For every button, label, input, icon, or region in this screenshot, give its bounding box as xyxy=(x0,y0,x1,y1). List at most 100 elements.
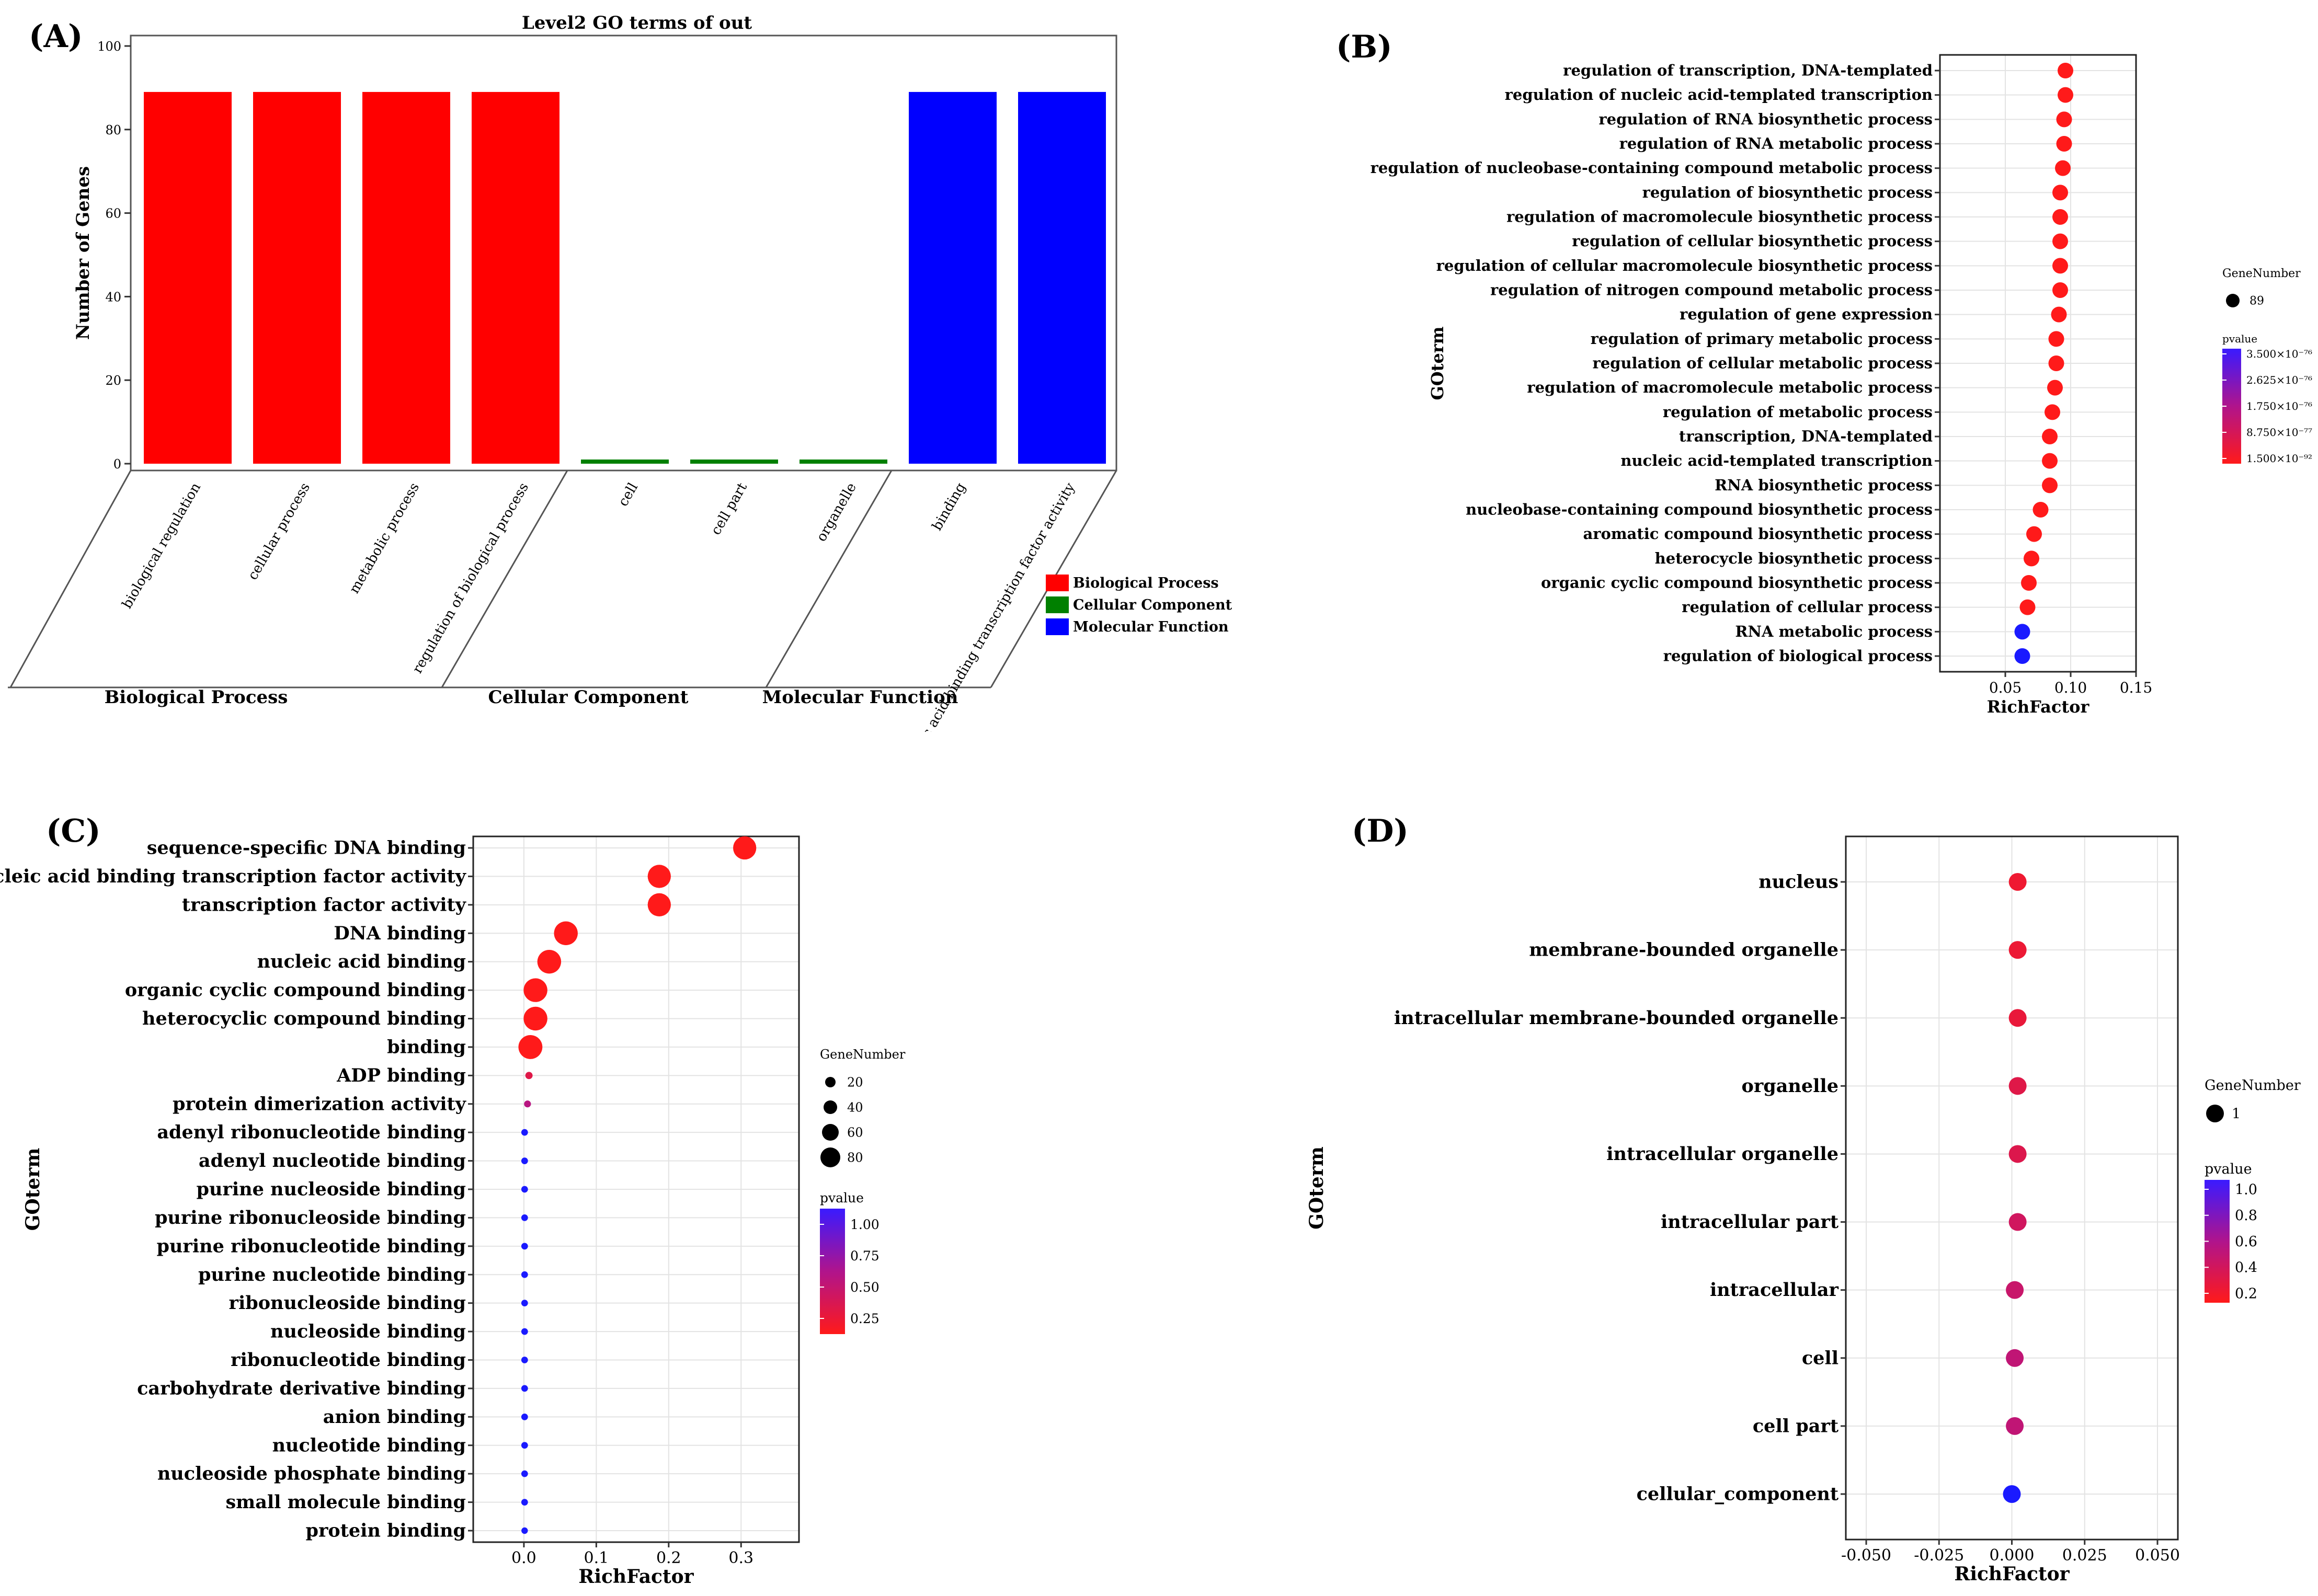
color-legend-label: 1.750×10⁻⁷⁶ xyxy=(2246,400,2312,412)
data-point xyxy=(525,1072,533,1080)
size-legend-dot xyxy=(820,1147,840,1167)
panel-d: (D) nucleus membrane-bounded organelle intr… xyxy=(1255,784,2318,1596)
term-label: adenyl ribonucleotide binding xyxy=(157,1122,466,1143)
data-point xyxy=(2056,111,2072,128)
color-legend-label: 8.750×10⁻⁷⁷ xyxy=(2246,426,2312,439)
bar xyxy=(690,460,778,464)
group-label: Cellular Component xyxy=(488,687,689,708)
term-label: regulation of nitrogen compound metaboli… xyxy=(1490,281,1933,299)
size-legend-dot xyxy=(2206,1105,2224,1122)
term-label: regulation of primary metabolic process xyxy=(1591,330,1933,348)
x-tick-label: 0.10 xyxy=(2054,679,2087,696)
x-tick-label: 0.2 xyxy=(656,1549,681,1567)
data-point xyxy=(733,836,757,860)
data-point xyxy=(2048,331,2064,347)
term-label: protein binding xyxy=(305,1520,466,1542)
term-label: intracellular membrane-bounded organelle xyxy=(1394,1007,1839,1029)
data-point xyxy=(2006,1349,2024,1367)
data-point xyxy=(2014,648,2030,664)
data-point xyxy=(537,949,562,974)
y-tick-label: 40 xyxy=(105,290,121,304)
data-point xyxy=(2058,63,2073,78)
y-axis-title: Number of Genes xyxy=(73,166,94,340)
bar xyxy=(909,91,997,464)
data-point xyxy=(647,865,671,888)
term-label: intracellular xyxy=(1710,1279,1839,1301)
data-point xyxy=(2008,1145,2027,1163)
data-point xyxy=(2047,380,2063,396)
term-label: nucleic acid binding transcription facto… xyxy=(0,866,467,887)
color-legend-label: 0.6 xyxy=(2235,1234,2257,1250)
plot-frame xyxy=(130,35,1117,472)
data-point xyxy=(521,1470,528,1477)
data-point xyxy=(2042,429,2058,444)
color-legend-label: 0.4 xyxy=(2235,1260,2257,1276)
size-legend-dot xyxy=(2226,294,2240,307)
data-point xyxy=(2056,136,2072,152)
data-point xyxy=(2006,1417,2024,1435)
color-legend-label: 0.75 xyxy=(850,1248,880,1264)
color-legend-label: 1.0 xyxy=(2235,1181,2257,1198)
group-divider xyxy=(765,470,893,688)
term-label: ribonucleotide binding xyxy=(231,1349,466,1371)
color-legend-title: pvalue xyxy=(2222,332,2257,345)
legend-swatch xyxy=(1046,575,1069,591)
panel-label: (C) xyxy=(46,813,101,849)
data-point xyxy=(2026,526,2042,542)
size-legend-label: 60 xyxy=(847,1125,863,1140)
data-point xyxy=(2052,233,2068,249)
category-label: cell part xyxy=(708,480,750,538)
term-label: purine nucleoside binding xyxy=(197,1179,466,1200)
data-point xyxy=(521,1499,528,1506)
term-label: RNA metabolic process xyxy=(1735,623,1933,640)
term-label: DNA binding xyxy=(334,923,466,944)
term-label: aromatic compound biosynthetic process xyxy=(1583,525,1933,543)
term-label: intracellular part xyxy=(1661,1211,1839,1233)
panel-c-chart: (C) sequence-specific DNA binding nucleic … xyxy=(0,813,906,1588)
bar xyxy=(362,91,450,464)
color-legend-label: 0.25 xyxy=(850,1311,880,1326)
x-tick-label: 0.000 xyxy=(1990,1546,2035,1565)
x-tick-label: -0.025 xyxy=(1914,1546,1964,1565)
term-label: protein dimerization activity xyxy=(173,1093,467,1115)
bar xyxy=(581,460,669,464)
term-label: binding xyxy=(387,1036,466,1058)
data-point xyxy=(524,1100,531,1108)
color-legend-label: 0.50 xyxy=(850,1280,880,1295)
panel-a-chart: (A) Level2 GO terms of out 0 20 40 60 80 100 Num… xyxy=(8,13,1232,732)
term-label: regulation of cellular biosynthetic proc… xyxy=(1572,232,1933,250)
term-label: RNA biosynthetic process xyxy=(1715,476,1933,494)
legend-label: Biological Process xyxy=(1073,575,1219,591)
term-label: nucleic acid binding xyxy=(257,951,466,972)
term-label: membrane-bounded organelle xyxy=(1529,939,1839,961)
term-label: purine ribonucleotide binding xyxy=(156,1235,466,1257)
y-tick-label: 100 xyxy=(97,39,121,54)
term-label: intracellular organelle xyxy=(1606,1143,1839,1165)
y-tick-label: 60 xyxy=(105,206,121,221)
data-point xyxy=(521,1527,528,1534)
size-legend-dot xyxy=(825,1077,836,1087)
legend-label: Molecular Function xyxy=(1073,619,1229,635)
panel-c: (C) sequence-specific DNA binding nucleic … xyxy=(0,784,1203,1596)
size-legend-title: GeneNumber xyxy=(2222,267,2301,280)
size-legend-label: 40 xyxy=(847,1100,863,1115)
term-label: regulation of transcription, DNA-templat… xyxy=(1563,62,1933,79)
y-tick-label: 0 xyxy=(113,457,121,472)
data-point xyxy=(521,1129,528,1136)
term-label: nucleic acid-templated transcription xyxy=(1620,452,1933,469)
data-point xyxy=(521,1271,528,1278)
bar xyxy=(253,91,341,464)
term-label: regulation of macromolecule biosynthetic… xyxy=(1506,208,1933,226)
y-tick-label: 80 xyxy=(105,123,121,137)
y-axis-title: GOterm xyxy=(22,1148,44,1231)
term-label: heterocycle biosynthetic process xyxy=(1655,549,1933,567)
category-label: cellular process xyxy=(245,480,313,583)
term-label: organelle xyxy=(1741,1075,1839,1097)
data-point xyxy=(521,1413,528,1420)
term-label: cell xyxy=(1802,1347,1839,1369)
category-label: organelle xyxy=(814,480,860,545)
term-label: regulation of metabolic process xyxy=(1663,403,1933,421)
term-label: ribonucleoside binding xyxy=(229,1292,466,1314)
data-point xyxy=(2058,87,2073,103)
data-point xyxy=(2014,624,2030,640)
